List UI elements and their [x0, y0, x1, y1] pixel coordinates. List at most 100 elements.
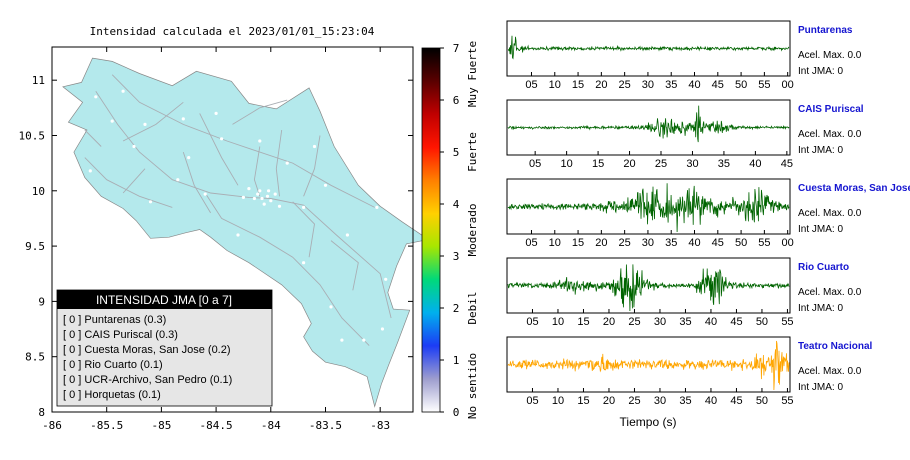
jma-intensity: Int JMA: 0 — [798, 66, 843, 77]
time-tick-label: 40 — [688, 237, 700, 249]
x-tick-label: -86 — [42, 419, 62, 432]
road — [182, 151, 211, 214]
x-tick-label: -83 — [370, 419, 390, 432]
town-marker — [236, 233, 240, 237]
town-marker — [258, 189, 262, 193]
max-acceleration: Acel. Max. 0.0 — [798, 208, 862, 219]
road — [292, 201, 315, 258]
colorbar-tick-label: 3 — [453, 250, 460, 263]
x-tick-label: -83.5 — [309, 419, 342, 432]
x-tick-label: -85.5 — [90, 419, 123, 432]
road — [232, 99, 288, 125]
town-marker — [323, 183, 328, 187]
jma-intensity: Int JMA: 0 — [798, 224, 843, 235]
seismogram-0: 05 10 15 20 25 30 35 40 45 50 55 00 Puntarenas Acel. … — [506, 20, 862, 91]
town-marker — [302, 261, 306, 265]
town-marker — [375, 205, 379, 209]
town-marker — [384, 277, 388, 281]
town-marker — [148, 200, 153, 204]
time-tick-label: 20 — [603, 316, 615, 328]
time-axis-label: Tiempo (s) — [620, 415, 677, 429]
time-tick-label: 15 — [577, 316, 589, 328]
time-tick-label: 55 — [758, 237, 770, 249]
time-tick-label: 25 — [655, 158, 667, 170]
land-area — [62, 57, 430, 408]
y-tick-label: 10 — [32, 185, 45, 198]
intensity-legend: INTENSIDAD JMA [0 a 7] [ 0 ] Puntarenas … — [56, 289, 273, 407]
town-marker — [143, 122, 147, 126]
waveform — [507, 105, 790, 143]
colorbar: 0 1 2 3 4 5 6 7 No sentido Debil Moderado Fuerte Mu… — [421, 41, 479, 419]
seismogram-4: 05 10 15 20 25 30 35 40 45 50 55 Teatro Nacional Ace… — [506, 336, 872, 407]
town-marker — [273, 192, 277, 196]
road — [253, 146, 261, 197]
time-tick-label: 05 — [526, 316, 538, 328]
time-tick-label: 25 — [619, 79, 631, 91]
map-axes: -86 -85.5 -85 -84.5 -84 -83.5 -83 8 8.5 9 9.5 10 10.… — [19, 47, 413, 432]
time-tick-label: 50 — [735, 237, 747, 249]
waveform — [507, 264, 790, 312]
jma-intensity: Int JMA: 0 — [798, 382, 843, 393]
town-marker — [267, 189, 271, 193]
colorbar-label: Fuerte — [466, 132, 479, 172]
colorbar-label: No sentido — [466, 353, 479, 419]
road — [303, 135, 321, 197]
time-tick-label: 10 — [552, 395, 564, 407]
waveform — [507, 340, 790, 391]
time-tick-label: 15 — [572, 237, 584, 249]
town-marker — [345, 233, 349, 237]
y-tick-label: 8.5 — [25, 351, 45, 364]
time-tick-label: 00 — [782, 79, 794, 91]
legend-entries: [ 0 ] Puntarenas (0.3) [ 0 ] CAIS Purisca… — [63, 314, 232, 401]
town-marker — [260, 196, 264, 201]
town-marker — [203, 192, 207, 196]
time-tick-label: 40 — [705, 395, 717, 407]
time-tick-label: 20 — [603, 395, 615, 407]
time-tick-label: 05 — [525, 79, 537, 91]
time-tick-label: 55 — [781, 395, 793, 407]
town-marker — [247, 187, 251, 191]
time-tick-label: 30 — [642, 79, 654, 91]
road — [122, 168, 146, 194]
colorbar-tick-label: 0 — [453, 406, 460, 419]
time-tick-label: 35 — [718, 158, 730, 170]
time-tick-label: 15 — [577, 395, 589, 407]
town-marker — [256, 192, 260, 196]
legend-entry: [ 0 ] Cuesta Moras, San Jose (0.2) — [63, 344, 231, 356]
time-tick-label: 40 — [705, 316, 717, 328]
time-tick-label: 05 — [525, 237, 537, 249]
colorbar-label: Debil — [466, 291, 479, 324]
colorbar-ticks: 0 1 2 3 4 5 6 7 — [440, 42, 460, 419]
y-tick-label: 8 — [38, 406, 45, 419]
town-marker — [285, 161, 289, 165]
town-marker — [132, 144, 136, 149]
map-title: Intensidad calculada el 2023/01/01_15:23… — [90, 25, 375, 38]
time-tick-label: 35 — [665, 79, 677, 91]
time-tick-label: 45 — [712, 79, 724, 91]
road — [199, 113, 239, 186]
time-tick-label: 45 — [781, 158, 793, 170]
town-marker — [258, 139, 262, 143]
time-tick-label: 40 — [688, 79, 700, 91]
y-tick-label: 9 — [38, 295, 45, 308]
station-name: Puntarenas — [798, 25, 853, 36]
time-tick-label: 45 — [730, 395, 742, 407]
town-marker — [187, 156, 191, 160]
time-tick-label: 15 — [572, 79, 584, 91]
time-tick-label: 30 — [686, 158, 698, 170]
time-tick-label: 10 — [549, 237, 561, 249]
road — [204, 192, 370, 346]
x-tick-label: -85 — [151, 419, 171, 432]
max-acceleration: Acel. Max. 0.0 — [798, 287, 862, 298]
legend-entry: [ 0 ] Horquetas (0.1) — [63, 389, 161, 401]
road — [122, 101, 184, 142]
max-acceleration: Acel. Max. 0.0 — [798, 366, 862, 377]
town-marker — [362, 338, 366, 342]
town-marker — [220, 137, 224, 141]
max-acceleration: Acel. Max. 0.0 — [798, 129, 862, 140]
time-tick-label: 25 — [628, 395, 640, 407]
station-name: Cuesta Moras, San Jose — [798, 183, 910, 194]
town-marker — [265, 194, 270, 198]
jma-intensity: Int JMA: 0 — [798, 303, 843, 314]
station-name: CAIS Puriscal — [798, 104, 864, 115]
